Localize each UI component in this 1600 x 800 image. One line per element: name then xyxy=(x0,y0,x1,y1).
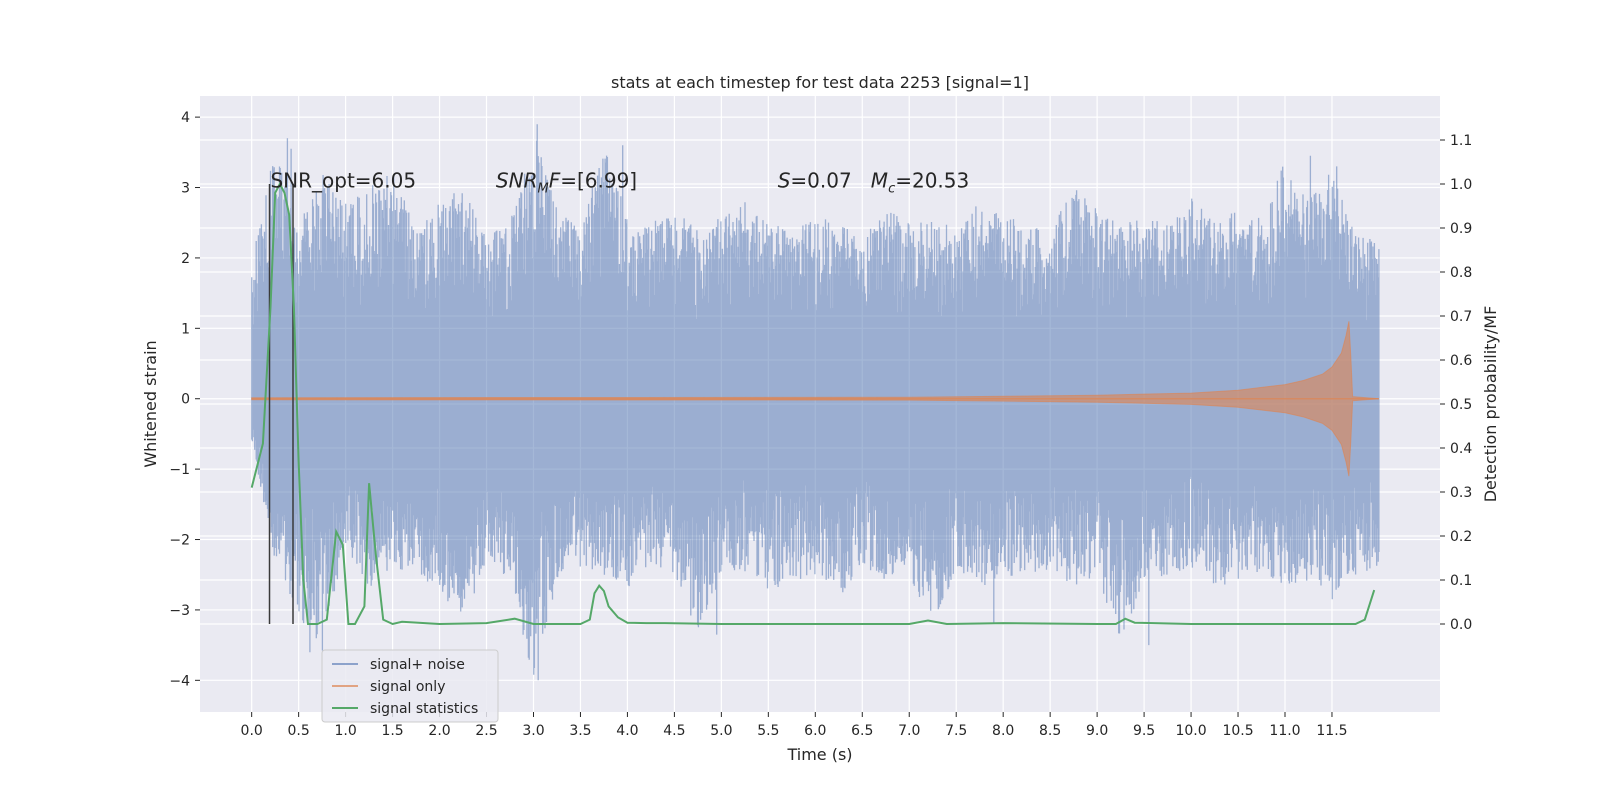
x-tick-label-20: 10.0 xyxy=(1175,723,1206,739)
y-tick-label-2: −2 xyxy=(169,533,190,549)
x-tick-label-5: 2.5 xyxy=(475,723,497,739)
x-tick-label-16: 8.0 xyxy=(992,723,1014,739)
x-tick-label-21: 10.5 xyxy=(1222,723,1253,739)
legend-label-1: signal only xyxy=(370,679,445,695)
x-tick-label-15: 7.5 xyxy=(945,723,967,739)
y2-tick-label-11: 1.1 xyxy=(1450,133,1472,149)
x-tick-label-23: 11.5 xyxy=(1316,723,1347,739)
x-tick-label-13: 6.5 xyxy=(851,723,873,739)
x-tick-label-18: 9.0 xyxy=(1086,723,1108,739)
annotation-snr-mf: SNRMF=[6.99] xyxy=(496,169,637,197)
x-tick-label-22: 11.0 xyxy=(1269,723,1300,739)
x-tick-label-12: 6.0 xyxy=(804,723,826,739)
legend-label-0: signal+ noise xyxy=(370,657,465,673)
y2-tick-label-9: 0.9 xyxy=(1450,221,1472,237)
x-tick-label-7: 3.5 xyxy=(569,723,591,739)
x-tick-label-14: 7.0 xyxy=(898,723,920,739)
series-signal-only xyxy=(251,321,1379,477)
y-tick-label-4: 0 xyxy=(181,392,190,408)
x-tick-label-0: 0.0 xyxy=(241,723,263,739)
x-tick-label-3: 1.5 xyxy=(381,723,403,739)
legend: signal+ noise signal only signal statistic… xyxy=(321,649,499,723)
y2-tick-label-6: 0.6 xyxy=(1450,353,1472,369)
y2-tick-label-8: 0.8 xyxy=(1450,265,1472,281)
x-axis-label: Time (s) xyxy=(786,745,852,764)
y-tick-label-8: 4 xyxy=(181,110,190,126)
y2-axis-label: Detection probability/MF xyxy=(1481,306,1500,503)
legend-box xyxy=(321,649,499,723)
y2-tick-label-1: 0.1 xyxy=(1450,573,1472,589)
y2-tick-label-0: 0.0 xyxy=(1450,617,1472,633)
y-tick-label-6: 2 xyxy=(181,251,190,267)
y-ticks: −4 −3 −2 −1 0 1 2 3 4 xyxy=(169,110,200,689)
y2-ticks: 0.0 0.1 0.2 0.3 0.4 0.5 0.6 0.7 0.8 0.9 1.0 1.1 xyxy=(1440,133,1472,633)
y-tick-label-7: 3 xyxy=(181,181,190,197)
legend-label-2: signal statistics xyxy=(370,701,478,717)
signal-statistics-trace xyxy=(250,181,1376,626)
x-tick-label-17: 8.5 xyxy=(1039,723,1061,739)
series-signal-statistics xyxy=(250,181,1376,626)
y-tick-label-5: 1 xyxy=(181,321,190,337)
x-tick-label-10: 5.0 xyxy=(710,723,732,739)
x-ticks: 0.0 0.5 1.0 1.5 2.0 2.5 3.0 3.5 4.0 4.5 5.0 5.5 6.0 6… xyxy=(241,712,1348,739)
signal-noise-trace xyxy=(251,124,1380,681)
y2-tick-label-3: 0.3 xyxy=(1450,485,1472,501)
chart-title: stats at each timestep for test data 225… xyxy=(611,73,1029,92)
annotation-s-mc: S=0.07 Mc=20.53 xyxy=(778,169,970,197)
y2-tick-label-5: 0.5 xyxy=(1450,397,1472,413)
y-tick-label-3: −1 xyxy=(169,462,190,478)
y2-tick-label-7: 0.7 xyxy=(1450,309,1472,325)
x-tick-label-2: 1.0 xyxy=(334,723,356,739)
x-tick-label-6: 3.0 xyxy=(522,723,544,739)
series-signal-plus-noise xyxy=(251,124,1380,681)
x-tick-label-11: 5.5 xyxy=(757,723,779,739)
y2-tick-label-2: 0.2 xyxy=(1450,529,1472,545)
vertical-markers xyxy=(268,184,294,624)
annotations: SNR_opt=6.05 SNRMF=[6.99] S=0.07 Mc=20.53 xyxy=(270,169,969,197)
x-tick-label-1: 0.5 xyxy=(288,723,310,739)
x-tick-label-19: 9.5 xyxy=(1133,723,1155,739)
y-tick-label-1: −3 xyxy=(169,603,190,619)
y-tick-label-0: −4 xyxy=(169,673,190,689)
y2-tick-label-4: 0.4 xyxy=(1450,441,1472,457)
x-tick-label-4: 2.0 xyxy=(428,723,450,739)
x-tick-label-8: 4.0 xyxy=(616,723,638,739)
y-axis-label: Whitened strain xyxy=(141,340,160,467)
annotation-snr-opt: SNR_opt=6.05 xyxy=(270,169,416,193)
x-tick-label-9: 4.5 xyxy=(663,723,685,739)
y2-tick-label-10: 1.0 xyxy=(1450,177,1472,193)
